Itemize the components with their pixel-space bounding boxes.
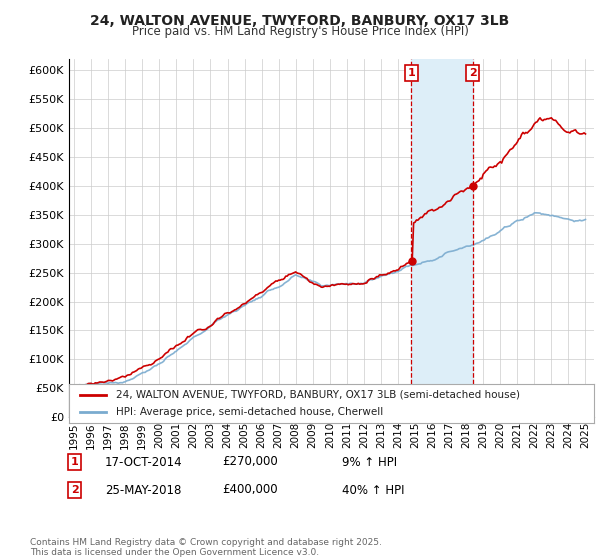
- Text: 1: 1: [71, 457, 79, 467]
- Text: 17-OCT-2014: 17-OCT-2014: [105, 455, 182, 469]
- Text: 2: 2: [71, 485, 79, 495]
- Text: £400,000: £400,000: [222, 483, 278, 497]
- Bar: [412, 59, 473, 417]
- Text: Price paid vs. HM Land Registry's House Price Index (HPI): Price paid vs. HM Land Registry's House …: [131, 25, 469, 38]
- Text: 24, WALTON AVENUE, TWYFORD, BANBURY, OX17 3LB: 24, WALTON AVENUE, TWYFORD, BANBURY, OX1…: [91, 14, 509, 28]
- Text: 1: 1: [407, 68, 415, 78]
- Text: 25-MAY-2018: 25-MAY-2018: [105, 483, 181, 497]
- Text: 9% ↑ HPI: 9% ↑ HPI: [342, 455, 397, 469]
- Text: Contains HM Land Registry data © Crown copyright and database right 2025.
This d: Contains HM Land Registry data © Crown c…: [30, 538, 382, 557]
- Text: £270,000: £270,000: [222, 455, 278, 469]
- Text: 2: 2: [469, 68, 476, 78]
- Text: 24, WALTON AVENUE, TWYFORD, BANBURY, OX17 3LB (semi-detached house): 24, WALTON AVENUE, TWYFORD, BANBURY, OX1…: [116, 390, 520, 400]
- Text: 40% ↑ HPI: 40% ↑ HPI: [342, 483, 404, 497]
- Text: HPI: Average price, semi-detached house, Cherwell: HPI: Average price, semi-detached house,…: [116, 407, 383, 417]
